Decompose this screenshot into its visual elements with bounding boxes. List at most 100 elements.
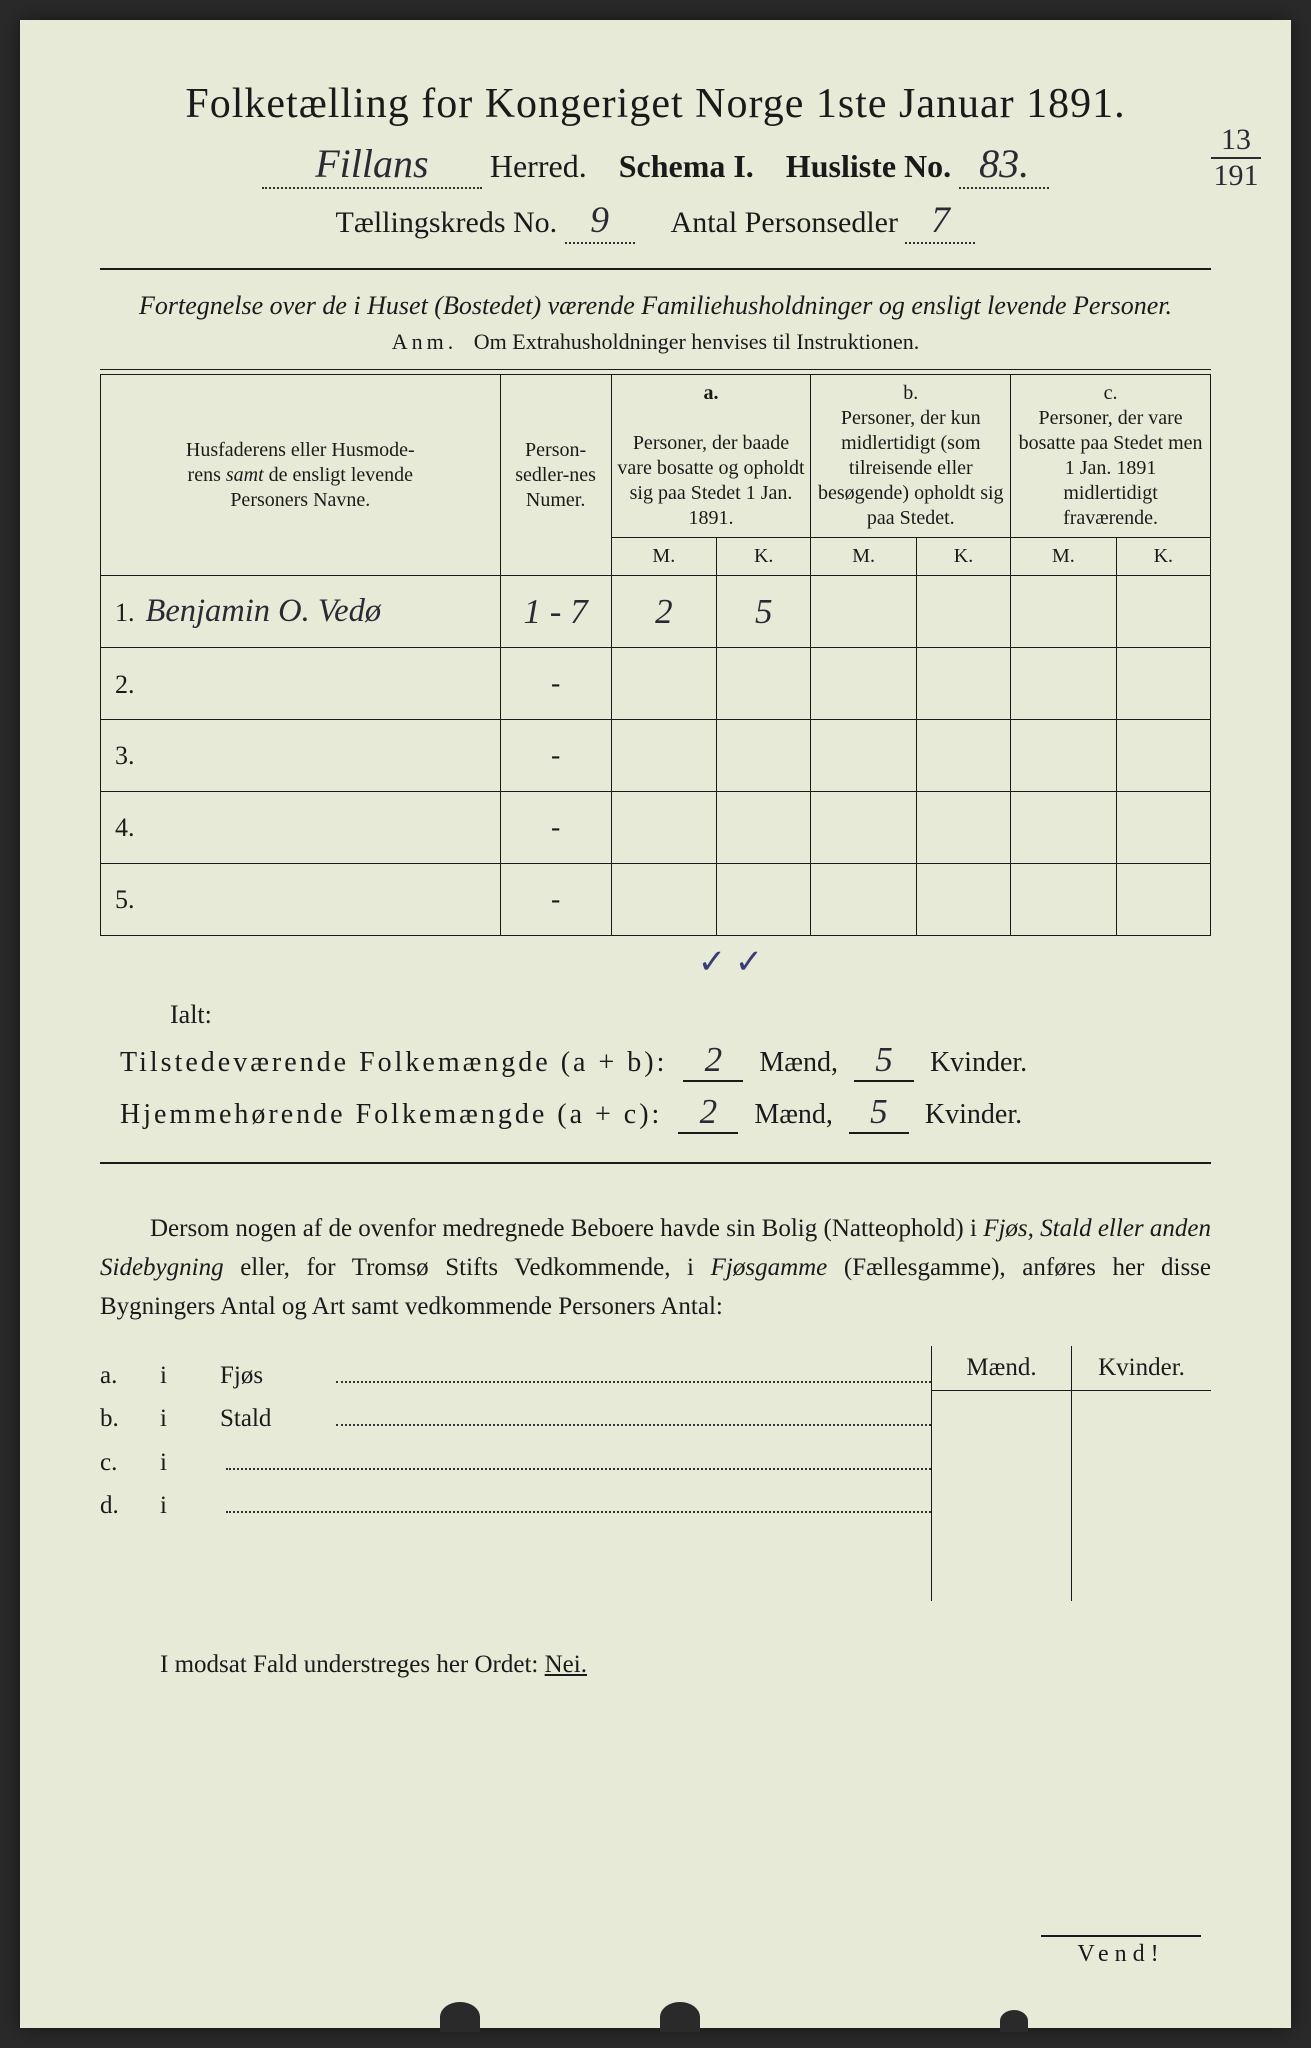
- herred-label: Herred.: [490, 148, 587, 184]
- kreds-value: 9: [590, 200, 609, 241]
- divider: [100, 268, 1211, 270]
- maend-label: Mænd,: [754, 1099, 833, 1130]
- hjemme-k: 5: [870, 1092, 888, 1131]
- row-i: i: [160, 1405, 220, 1433]
- divider-thin: [100, 369, 1211, 370]
- table-row: 1. Benjamin O. Vedø 1 - 7 2 5: [101, 576, 1211, 648]
- col-header-a: a. Personer, der baade vare bosatte og o…: [611, 375, 811, 538]
- dotted-line: [336, 1404, 931, 1427]
- sedler-num: -: [500, 648, 611, 720]
- cell-aM: 2: [655, 592, 673, 631]
- cell: [1116, 648, 1210, 720]
- a-label: a.: [704, 382, 719, 404]
- cell: [811, 648, 916, 720]
- row-i: i: [160, 1449, 220, 1477]
- tilstede-k: 5: [875, 1040, 893, 1079]
- b-text: Personer, der kun midlertidigt (som tilr…: [818, 407, 1004, 529]
- cell: [916, 720, 1010, 792]
- sidebyg-maend-header: Mænd.: [932, 1346, 1072, 1390]
- cell: [916, 792, 1010, 864]
- census-form-page: 13 191 Folketælling for Kongeriget Norge…: [20, 20, 1291, 2028]
- cell: [611, 864, 716, 936]
- margin-bottom-number: 191: [1211, 161, 1261, 191]
- nei-word: Nei.: [545, 1651, 587, 1678]
- hjemme-m: 2: [700, 1092, 718, 1131]
- anm-line: Anm. Om Extrahusholdninger henvises til …: [100, 329, 1211, 355]
- a-text: Personer, der baade vare bosatte og opho…: [617, 432, 804, 529]
- cell: [916, 864, 1010, 936]
- sidebyg-section: a. i Fjøs b. i Stald c. i d. i: [100, 1346, 1211, 1601]
- row-letter: d.: [100, 1492, 160, 1520]
- a-m-header: M.: [611, 538, 716, 576]
- cell: [1011, 648, 1116, 720]
- cell: [717, 864, 811, 936]
- tilstede-m: 2: [705, 1040, 723, 1079]
- row-number: 1.: [115, 598, 139, 628]
- b-label: b.: [903, 382, 918, 404]
- cell: [811, 792, 916, 864]
- cell: [717, 792, 811, 864]
- row-number: 2.: [115, 670, 139, 700]
- margin-annotation: 13 191: [1211, 125, 1261, 191]
- sidebyg-cells: [932, 1391, 1211, 1601]
- kvinder-label: Kvinder.: [925, 1099, 1022, 1130]
- sedler-num: 1 - 7: [524, 592, 588, 631]
- page-tear: [440, 2002, 480, 2032]
- page-tear: [660, 2002, 700, 2032]
- b-k-header: K.: [916, 538, 1010, 576]
- maend-label: Mænd,: [759, 1047, 838, 1078]
- row-label: Fjøs: [220, 1362, 330, 1390]
- col-header-b: b. Personer, der kun midlertidigt (som t…: [811, 375, 1011, 538]
- husliste-label: Husliste No.: [786, 148, 951, 184]
- cell: [611, 792, 716, 864]
- main-table: Husfaderens eller Husmode-rens samt de e…: [100, 374, 1211, 936]
- col-header-names: Husfaderens eller Husmode-rens samt de e…: [101, 375, 501, 576]
- row-letter: a.: [100, 1362, 160, 1390]
- kreds-label: Tællingskreds No.: [336, 206, 558, 239]
- vend-label: Vend!: [1041, 1935, 1201, 1968]
- anm-text: Om Extrahusholdninger henvises til Instr…: [474, 329, 919, 354]
- row-number: 4.: [115, 813, 139, 843]
- dotted-line: [336, 1360, 931, 1383]
- fortegnelse-heading: Fortegnelse over de i Huset (Bostedet) v…: [100, 288, 1211, 323]
- c-label: c.: [1104, 382, 1118, 404]
- tilstede-label: Tilstedeværende Folkemængde (a + b):: [120, 1047, 667, 1078]
- c-text: Personer, der vare bosatte paa Stedet me…: [1019, 407, 1203, 529]
- col-header-numer: Person-sedler-nes Numer.: [500, 375, 611, 576]
- cell: [1011, 720, 1116, 792]
- sidebyg-left: a. i Fjøs b. i Stald c. i d. i: [100, 1346, 931, 1601]
- sidebyg-kvinder-cell: [1072, 1391, 1211, 1601]
- cell: [811, 720, 916, 792]
- cell-aK: 5: [755, 592, 773, 631]
- checkmarks: ✓ ✓: [100, 942, 1211, 982]
- table-body: 1. Benjamin O. Vedø 1 - 7 2 5 2. - 3. -: [101, 576, 1211, 936]
- cell: [1011, 864, 1116, 936]
- modsat-text: I modsat Fald understreges her Ordet:: [160, 1651, 545, 1678]
- tilstede-line: Tilstedeværende Folkemængde (a + b): 2 M…: [120, 1040, 1211, 1082]
- b-m-header: M.: [811, 538, 916, 576]
- cell: [717, 648, 811, 720]
- dotted-line: [226, 1491, 931, 1514]
- header-line-3: Tællingskreds No. 9 Antal Personsedler 7: [100, 199, 1211, 244]
- hjemme-line: Hjemmehørende Folkemængde (a + c): 2 Mæn…: [120, 1092, 1211, 1134]
- anm-prefix: Anm.: [392, 329, 458, 354]
- page-title: Folketælling for Kongeriget Norge 1ste J…: [100, 80, 1211, 128]
- sidebyg-maend-cell: [932, 1391, 1072, 1601]
- cell: [1011, 792, 1116, 864]
- sidebyg-right: Mænd. Kvinder.: [931, 1346, 1211, 1601]
- sidebyg-row: d. i: [100, 1491, 931, 1521]
- sidebyg-kvinder-header: Kvinder.: [1072, 1346, 1211, 1390]
- row-i: i: [160, 1362, 220, 1390]
- cell: [717, 720, 811, 792]
- row-i: i: [160, 1492, 220, 1520]
- sedler-num: -: [500, 720, 611, 792]
- a-k-header: K.: [717, 538, 811, 576]
- row-letter: c.: [100, 1449, 160, 1477]
- table-row: 2. -: [101, 648, 1211, 720]
- dersom-paragraph: Dersom nogen af de ovenfor medregnede Be…: [100, 1210, 1211, 1326]
- cell: [611, 720, 716, 792]
- col-header-c: c. Personer, der vare bosatte paa Stedet…: [1011, 375, 1211, 538]
- dotted-line: [226, 1447, 931, 1470]
- cell: [916, 648, 1010, 720]
- sidebyg-row: c. i: [100, 1447, 931, 1477]
